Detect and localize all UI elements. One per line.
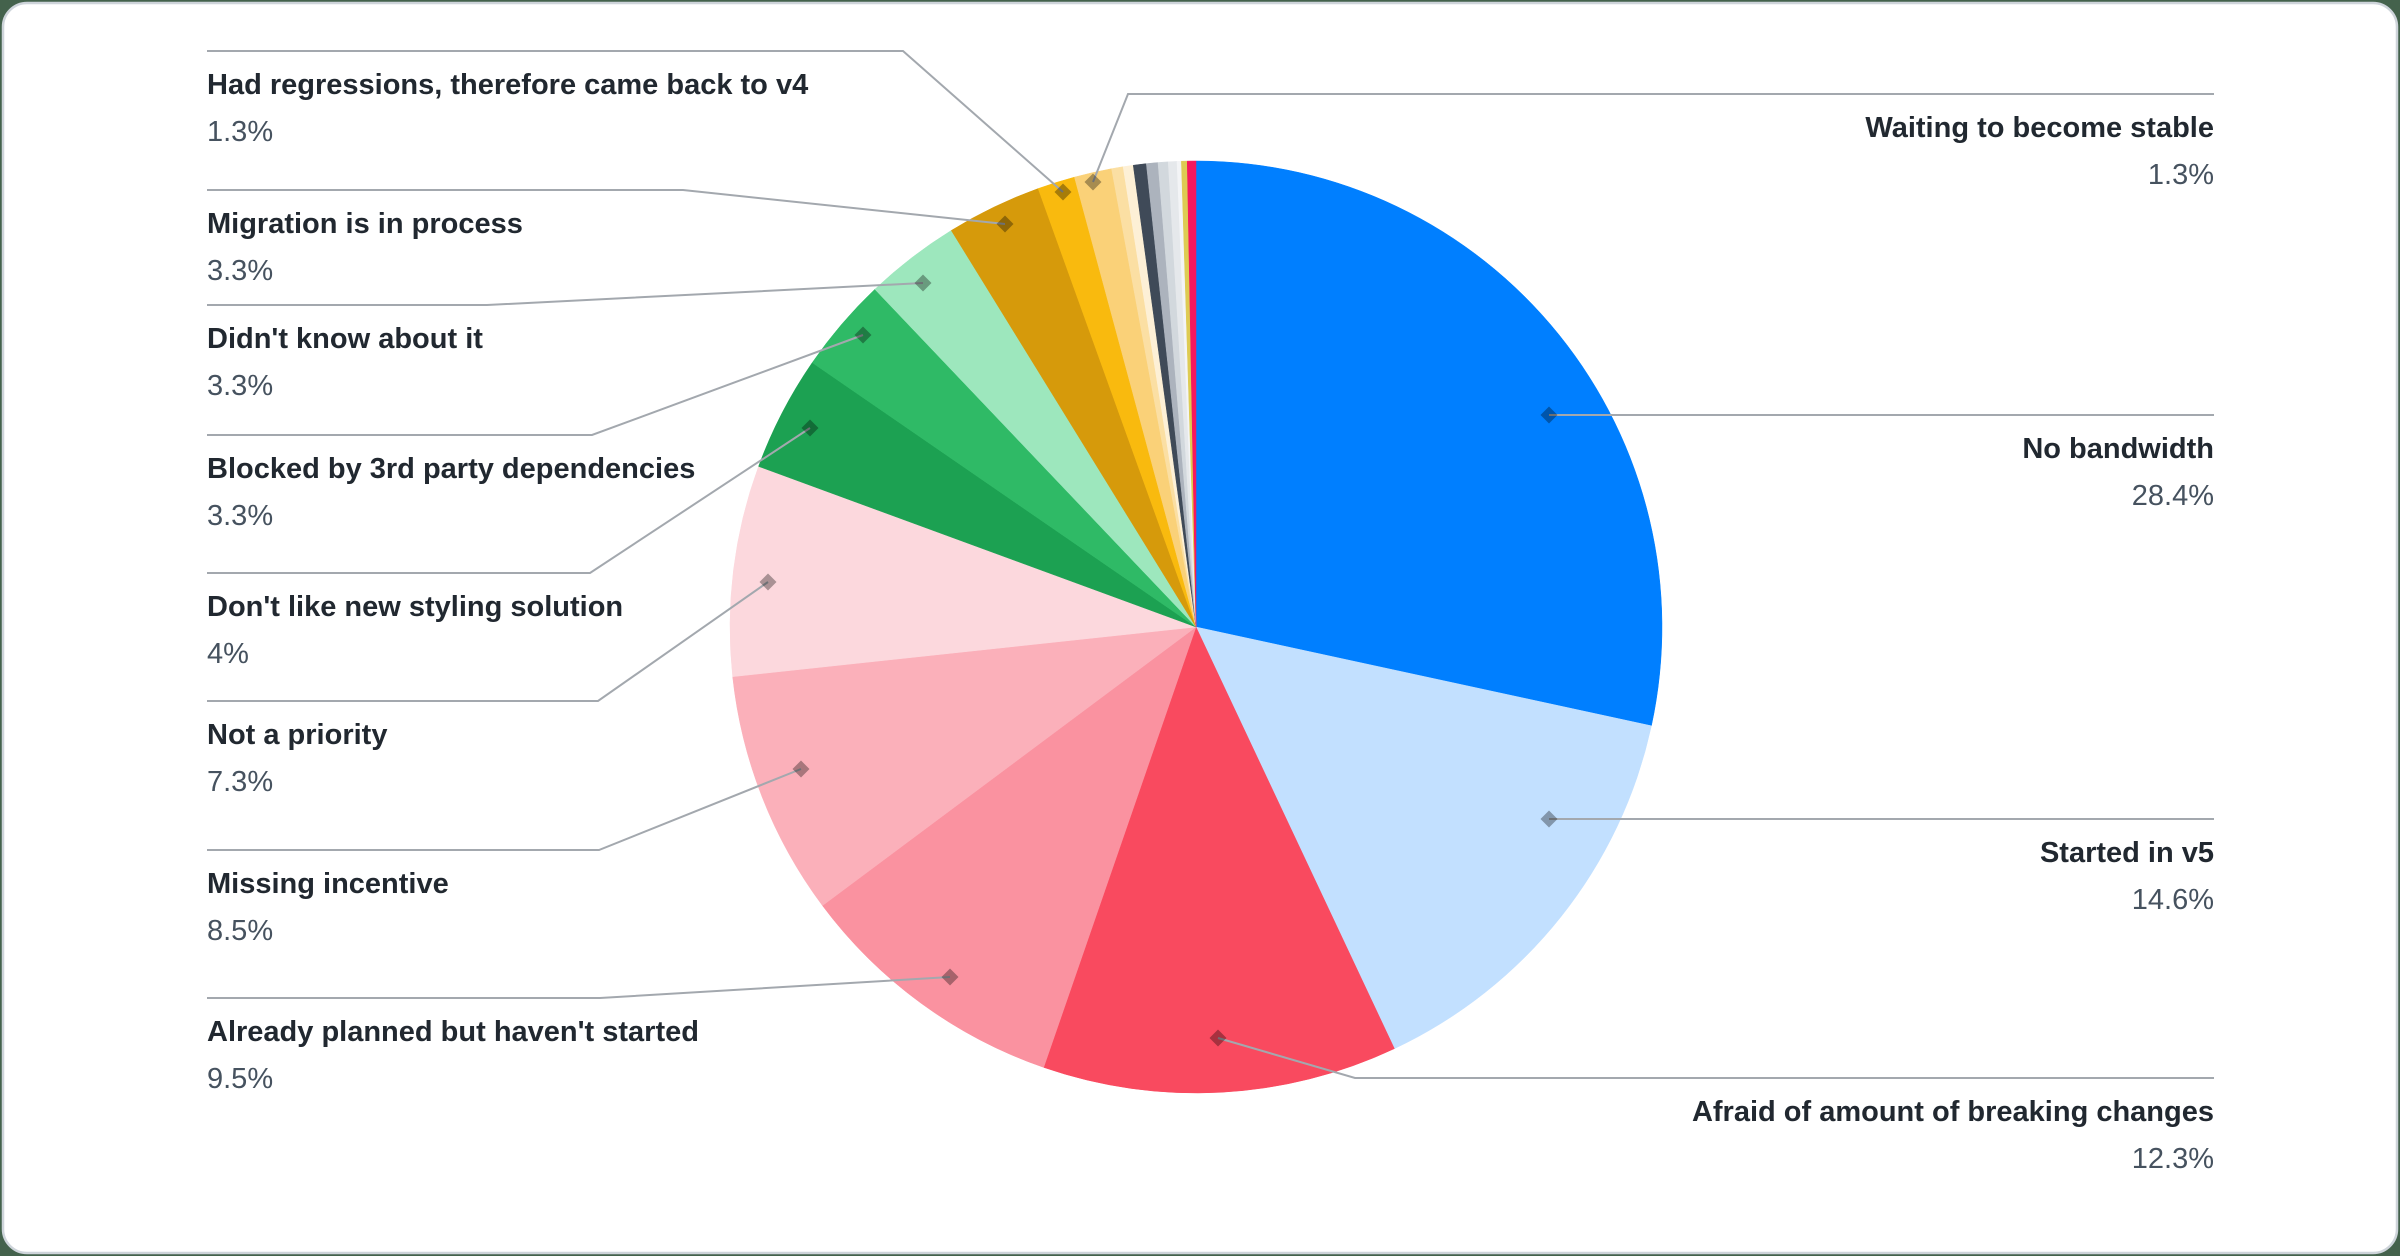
slice-marker-started-in-v5 bbox=[1540, 810, 1558, 828]
slice-value-waiting-to-become-stable: 1.3% bbox=[2148, 159, 2214, 191]
leader-line-already-planned-but-haven-t-started bbox=[207, 976, 951, 999]
leader-line-waiting-to-become-stable bbox=[1092, 93, 2214, 183]
slice-label-not-a-priority: Not a priority bbox=[207, 719, 387, 751]
slice-label-didn-t-know-about-it: Didn't know about it bbox=[207, 323, 483, 355]
pie-slice-not-a-priority bbox=[729, 466, 1197, 677]
leader-line-not-a-priority bbox=[207, 581, 769, 702]
slice-label-blocked-by-3rd-party-dependencies: Blocked by 3rd party dependencies bbox=[207, 453, 695, 485]
slice-value-no-bandwidth: 28.4% bbox=[2132, 480, 2214, 512]
slice-value-migration-is-in-process: 3.3% bbox=[207, 255, 273, 287]
leader-line-afraid-of-amount-of-breaking-changes bbox=[1217, 1037, 2214, 1079]
pie-slice-already-planned-but-haven-t-started bbox=[822, 626, 1197, 1068]
slice-value-blocked-by-3rd-party-dependencies: 3.3% bbox=[207, 500, 273, 532]
pie-slice-unlabeled-20 bbox=[1186, 160, 1197, 628]
slice-label-waiting-to-become-stable: Waiting to become stable bbox=[1865, 112, 2214, 144]
slice-value-started-in-v5: 14.6% bbox=[2132, 884, 2214, 916]
slice-label-had-regressions-therefore-came-back-to-v: Had regressions, therefore came back to … bbox=[207, 69, 808, 101]
slice-marker-not-a-priority bbox=[759, 573, 777, 591]
slice-value-missing-incentive: 8.5% bbox=[207, 915, 273, 947]
slice-marker-afraid-of-amount-of-breaking-changes bbox=[1209, 1029, 1227, 1047]
leader-line-migration-is-in-process bbox=[207, 189, 1006, 225]
slice-value-already-planned-but-haven-t-started: 9.5% bbox=[207, 1063, 273, 1095]
slice-label-migration-is-in-process: Migration is in process bbox=[207, 208, 523, 240]
slice-marker-missing-incentive bbox=[792, 760, 810, 778]
slice-label-no-bandwidth: No bandwidth bbox=[2022, 433, 2214, 465]
slice-label-don-t-like-new-styling-solution: Don't like new styling solution bbox=[207, 591, 623, 623]
slice-marker-blocked-by-3rd-party-dependencies bbox=[854, 326, 872, 344]
slice-label-missing-incentive: Missing incentive bbox=[207, 868, 449, 900]
slice-marker-don-t-like-new-styling-solution bbox=[801, 419, 819, 437]
pie-slice-no-bandwidth bbox=[1195, 160, 1663, 727]
leader-line-don-t-like-new-styling-solution bbox=[207, 427, 811, 574]
leader-line-blocked-by-3rd-party-dependencies bbox=[207, 334, 864, 436]
slice-value-had-regressions-therefore-came-back-to-v: 1.3% bbox=[207, 116, 273, 148]
pie-slice-afraid-of-amount-of-breaking-changes bbox=[1043, 626, 1395, 1094]
slice-value-not-a-priority: 7.3% bbox=[207, 766, 273, 798]
pie-slice-missing-incentive bbox=[732, 626, 1197, 906]
slice-marker-didn-t-know-about-it bbox=[914, 274, 932, 292]
slice-label-afraid-of-amount-of-breaking-changes: Afraid of amount of breaking changes bbox=[1692, 1096, 2214, 1128]
slice-label-started-in-v5: Started in v5 bbox=[2040, 837, 2214, 869]
slice-marker-migration-is-in-process bbox=[996, 215, 1014, 233]
pie-slice-started-in-v5 bbox=[1195, 626, 1652, 1049]
leader-line-missing-incentive bbox=[207, 768, 802, 851]
slice-value-didn-t-know-about-it: 3.3% bbox=[207, 370, 273, 402]
slice-value-afraid-of-amount-of-breaking-changes: 12.3% bbox=[2132, 1143, 2214, 1175]
slice-value-don-t-like-new-styling-solution: 4% bbox=[207, 638, 249, 670]
slice-marker-already-planned-but-haven-t-started bbox=[941, 968, 959, 986]
slice-label-already-planned-but-haven-t-started: Already planned but haven't started bbox=[207, 1016, 699, 1048]
leader-line-had-regressions-therefore-came-back-to-v bbox=[207, 50, 1064, 193]
leader-line-didn-t-know-about-it bbox=[207, 282, 924, 306]
